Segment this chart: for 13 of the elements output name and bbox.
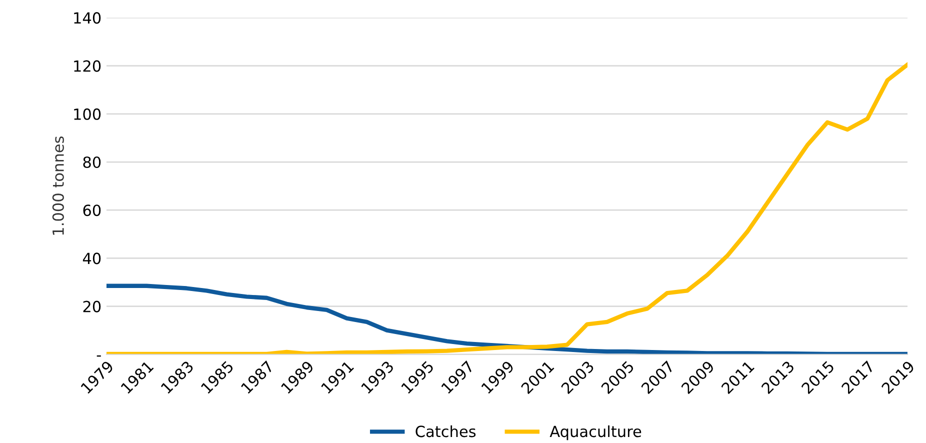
y-tick-label: 100 [74,108,101,120]
y-tick-label: - [96,355,101,357]
line-series [106,284,908,354]
y-tick-label: 140 [74,12,101,24]
y-axis-title: 1.000 tonnes [52,136,64,235]
legend-label: Aquaculture [550,425,642,440]
y-tick-label: 80 [83,156,101,168]
y-tick-label: 60 [83,204,101,216]
legend-label: Catches [416,425,476,438]
y-tick-label: 40 [82,252,101,264]
y-tick-label: 120 [74,60,101,72]
y-tick-label: 20 [83,300,101,312]
line-series [106,62,908,354]
